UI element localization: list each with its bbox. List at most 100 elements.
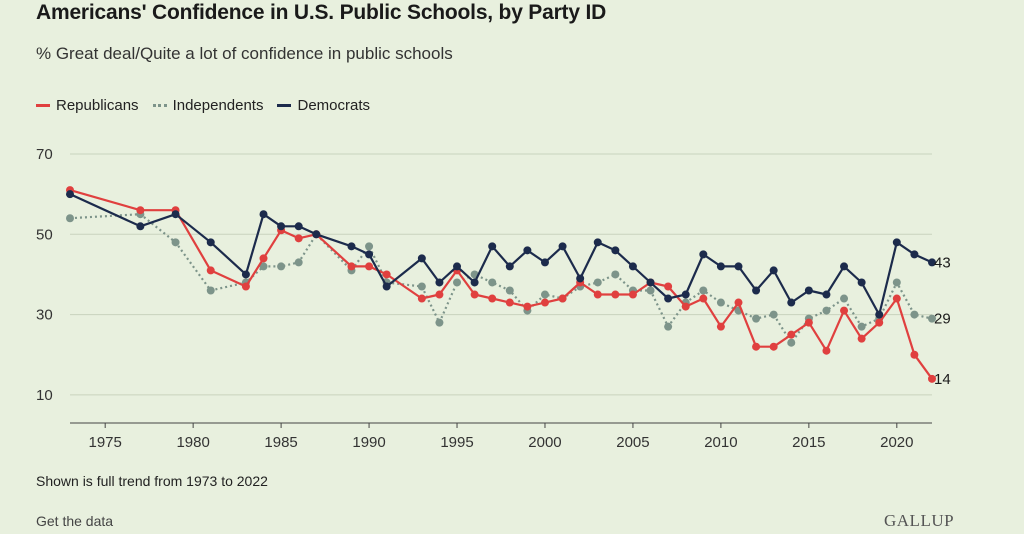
x-tick-label-1975: 1975 [88, 434, 121, 451]
data-point-democrats-2006 [646, 278, 655, 287]
data-point-republicans-2018 [857, 334, 866, 343]
data-point-democrats-1989 [347, 242, 356, 251]
data-point-independents-1986 [294, 258, 303, 267]
data-point-republicans-2016 [822, 346, 831, 355]
data-point-democrats-1979 [171, 210, 180, 219]
data-point-independents-1994 [435, 318, 444, 327]
legend-item-republicans: Republicans [36, 97, 139, 114]
data-point-republicans-2020 [892, 294, 901, 303]
data-point-democrats-2004 [611, 246, 620, 255]
legend-swatch-democrats [277, 104, 292, 107]
data-point-republicans-2007 [664, 282, 673, 291]
data-point-democrats-1986 [294, 222, 303, 231]
legend-label-democrats: Democrats [297, 97, 371, 114]
data-point-democrats-2005 [628, 262, 637, 271]
gallup-logo: GALLUP [884, 511, 955, 530]
data-point-democrats-2013 [769, 266, 778, 275]
data-point-democrats-1993 [417, 254, 426, 263]
data-point-independents-1984 [259, 262, 268, 271]
data-point-republicans-1999 [523, 302, 532, 311]
data-point-independents-2006 [646, 286, 655, 295]
data-point-democrats-2021 [910, 250, 919, 259]
data-point-independents-1985 [277, 262, 286, 271]
legend-label-independents: Independents [172, 97, 264, 114]
data-point-republicans-2009 [699, 294, 708, 303]
legend-label-republicans: Republicans [56, 97, 139, 114]
x-tick-label-1990: 1990 [352, 434, 385, 451]
data-point-democrats-1984 [259, 210, 268, 219]
data-point-republicans-2019 [875, 318, 884, 327]
y-tick-label-10: 10 [36, 387, 53, 404]
data-point-republicans-1994 [435, 290, 444, 299]
data-point-republicans-2015 [804, 318, 813, 327]
data-point-independents-1993 [417, 282, 426, 291]
data-point-independents-2017 [840, 294, 849, 303]
data-point-democrats-2000 [540, 258, 549, 267]
data-point-democrats-2017 [840, 262, 849, 271]
series-line-democrats [69, 193, 933, 316]
data-point-independents-2014 [787, 338, 796, 347]
data-point-independents-1990 [365, 242, 374, 251]
y-tick-label-70: 70 [36, 146, 53, 163]
x-tick-label-2015: 2015 [792, 434, 825, 451]
data-point-republicans-1983 [241, 282, 250, 291]
data-point-democrats-1997 [488, 242, 497, 251]
data-point-independents-1979 [171, 238, 180, 247]
data-point-republicans-2003 [593, 290, 602, 299]
x-tick-label-2020: 2020 [880, 434, 913, 451]
data-point-republicans-1991 [382, 270, 391, 279]
data-point-republicans-1990 [365, 262, 374, 271]
data-point-independents-2007 [664, 322, 673, 331]
data-point-republicans-2012 [752, 342, 761, 351]
data-point-independents-1981 [206, 286, 215, 295]
data-point-independents-2004 [611, 270, 620, 279]
end-label-independents: 29 [934, 311, 951, 328]
data-point-republicans-1996 [470, 290, 479, 299]
data-point-democrats-2022 [928, 258, 936, 267]
data-point-democrats-1994 [435, 278, 444, 287]
data-point-democrats-1983 [241, 270, 250, 279]
data-point-independents-2000 [540, 290, 549, 299]
data-point-democrats-2007 [664, 294, 673, 303]
data-point-independents-2022 [928, 314, 936, 323]
data-point-republicans-2010 [716, 322, 725, 331]
x-tick-label-1980: 1980 [176, 434, 209, 451]
data-point-independents-2016 [822, 306, 831, 315]
data-point-democrats-1998 [505, 262, 514, 271]
data-point-democrats-2015 [804, 286, 813, 295]
get-data-link[interactable]: Get the data [36, 513, 114, 529]
legend: Republicans Independents Democrats [36, 97, 384, 114]
data-point-democrats-2001 [558, 242, 567, 251]
legend-swatch-independents [152, 104, 167, 107]
data-point-republicans-1993 [417, 294, 426, 303]
end-label-democrats: 43 [934, 254, 951, 271]
data-point-republicans-2000 [540, 298, 549, 307]
data-point-democrats-2002 [576, 274, 585, 283]
data-point-democrats-2008 [681, 290, 690, 299]
data-point-republicans-2017 [840, 306, 849, 315]
end-label-republicans: 14 [934, 371, 951, 388]
data-point-republicans-2008 [681, 302, 690, 311]
legend-item-independents: Independents [152, 97, 264, 114]
data-point-independents-2003 [593, 278, 602, 287]
data-point-republicans-1977 [136, 206, 145, 215]
y-tick-label-30: 30 [36, 307, 53, 324]
data-point-independents-2012 [752, 314, 761, 323]
y-tick-label-50: 50 [36, 226, 53, 243]
data-point-independents-1995 [453, 278, 462, 287]
data-point-democrats-2003 [593, 238, 602, 247]
data-point-independents-2020 [892, 278, 901, 287]
data-point-independents-2021 [910, 310, 919, 319]
x-tick-label-2005: 2005 [616, 434, 649, 451]
data-point-democrats-2019 [875, 310, 884, 319]
data-point-republicans-2022 [928, 374, 936, 383]
data-point-democrats-2009 [699, 250, 708, 259]
data-point-republicans-2011 [734, 298, 743, 307]
data-point-democrats-2014 [787, 298, 796, 307]
data-point-democrats-1977 [136, 222, 145, 231]
data-point-republicans-1981 [206, 266, 215, 275]
data-point-democrats-2020 [892, 238, 901, 247]
x-tick-label-1985: 1985 [264, 434, 297, 451]
data-point-republicans-1998 [505, 298, 514, 307]
